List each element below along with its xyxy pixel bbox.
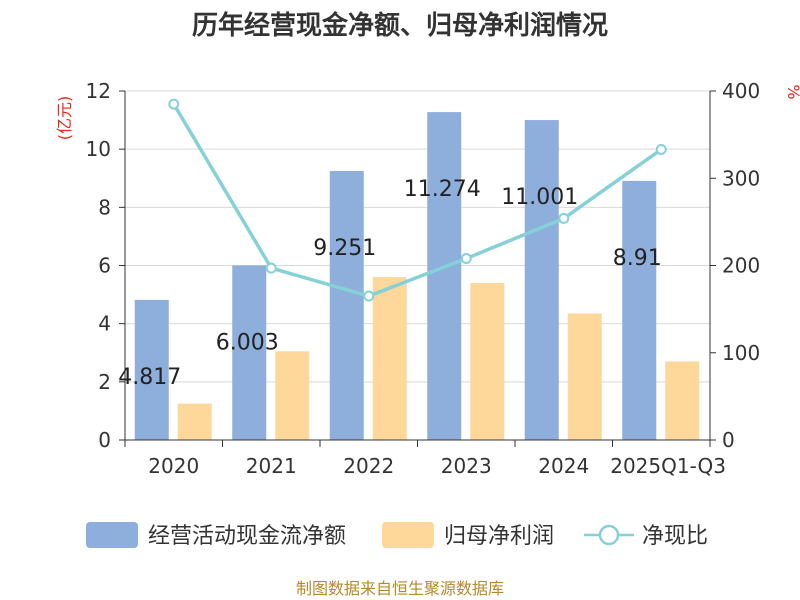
ratio-line-path	[172, 103, 663, 298]
ratio-point	[265, 262, 277, 274]
y-left-tick-label: 10	[86, 137, 111, 161]
y-left-tick-label: 8	[98, 195, 111, 219]
y-left-tick-label: 6	[98, 254, 111, 278]
cashflow-data-label: 4.817	[118, 365, 181, 390]
x-tick-label: 2022	[343, 454, 394, 478]
cashflow-bar	[622, 180, 657, 440]
cashflow-data-label: 8.91	[613, 246, 662, 271]
legend-label: 归母净利润	[444, 524, 554, 549]
cashflow-bar	[134, 299, 169, 440]
legend-label: 经营活动现金流净额	[148, 524, 346, 549]
cashflow-bar	[232, 265, 267, 440]
net-profit-bar	[665, 361, 700, 440]
chart-title: 历年经营现金净额、归母净利润情况	[192, 10, 608, 41]
cashflow-data-label: 11.001	[501, 185, 578, 210]
y-right-tick-label: 400	[722, 79, 760, 103]
y-right-tick-label: 100	[722, 341, 760, 365]
ratio-point	[655, 143, 667, 155]
y-left-tick-label: 2	[98, 370, 111, 394]
ratio-line	[168, 98, 667, 302]
cashflow-data-label: 9.251	[313, 236, 376, 261]
y-left-axis-label: (亿元)	[55, 96, 74, 141]
cashflow-bar	[329, 170, 364, 441]
y-right-tick-label: 0	[722, 428, 735, 452]
legend: 经营活动现金流净额 归母净利润 净现比	[86, 522, 708, 549]
y-right-tick-label: 300	[722, 166, 760, 190]
y-left-tick-label: 0	[98, 428, 111, 452]
cashflow-bar	[427, 112, 462, 440]
net-profit-bar	[177, 403, 212, 440]
legend-swatch	[382, 522, 434, 548]
axes: 0 2 4 6 8 10 12 0 100 200 300 400 2020 2021 2022 2023 20…	[86, 79, 761, 478]
legend-marker	[598, 524, 620, 546]
data-labels: 4.817 6.003 9.251 11.274 11.001 8.91	[118, 177, 661, 390]
bars	[134, 112, 700, 441]
y-right-axis-label: %	[784, 84, 800, 99]
x-tick-label: 2024	[538, 454, 589, 478]
y-right-tick-label: 200	[722, 254, 760, 278]
legend-label: 净现比	[642, 524, 708, 549]
y-left-tick-label: 4	[98, 312, 111, 336]
cashflow-data-label: 11.274	[404, 177, 481, 202]
cashflow-bar	[524, 120, 559, 440]
x-tick-label: 2023	[441, 454, 492, 478]
ratio-point	[363, 290, 375, 302]
net-profit-bar	[567, 313, 602, 440]
net-profit-bar	[470, 282, 505, 440]
ratio-point	[460, 253, 472, 265]
y-left-tick-label: 12	[86, 79, 111, 103]
legend-swatch	[86, 522, 138, 548]
grid	[125, 90, 710, 383]
ratio-point	[168, 98, 180, 110]
net-profit-bar	[372, 277, 407, 440]
ratio-point	[558, 212, 570, 224]
x-tick-label: 2025Q1-Q3	[610, 454, 726, 478]
x-tick-label: 2020	[148, 454, 199, 478]
cashflow-data-label: 6.003	[216, 330, 279, 355]
net-profit-bar	[275, 351, 310, 440]
x-tick-label: 2021	[246, 454, 297, 478]
source-note: 制图数据来自恒生聚源数据库	[296, 579, 504, 598]
